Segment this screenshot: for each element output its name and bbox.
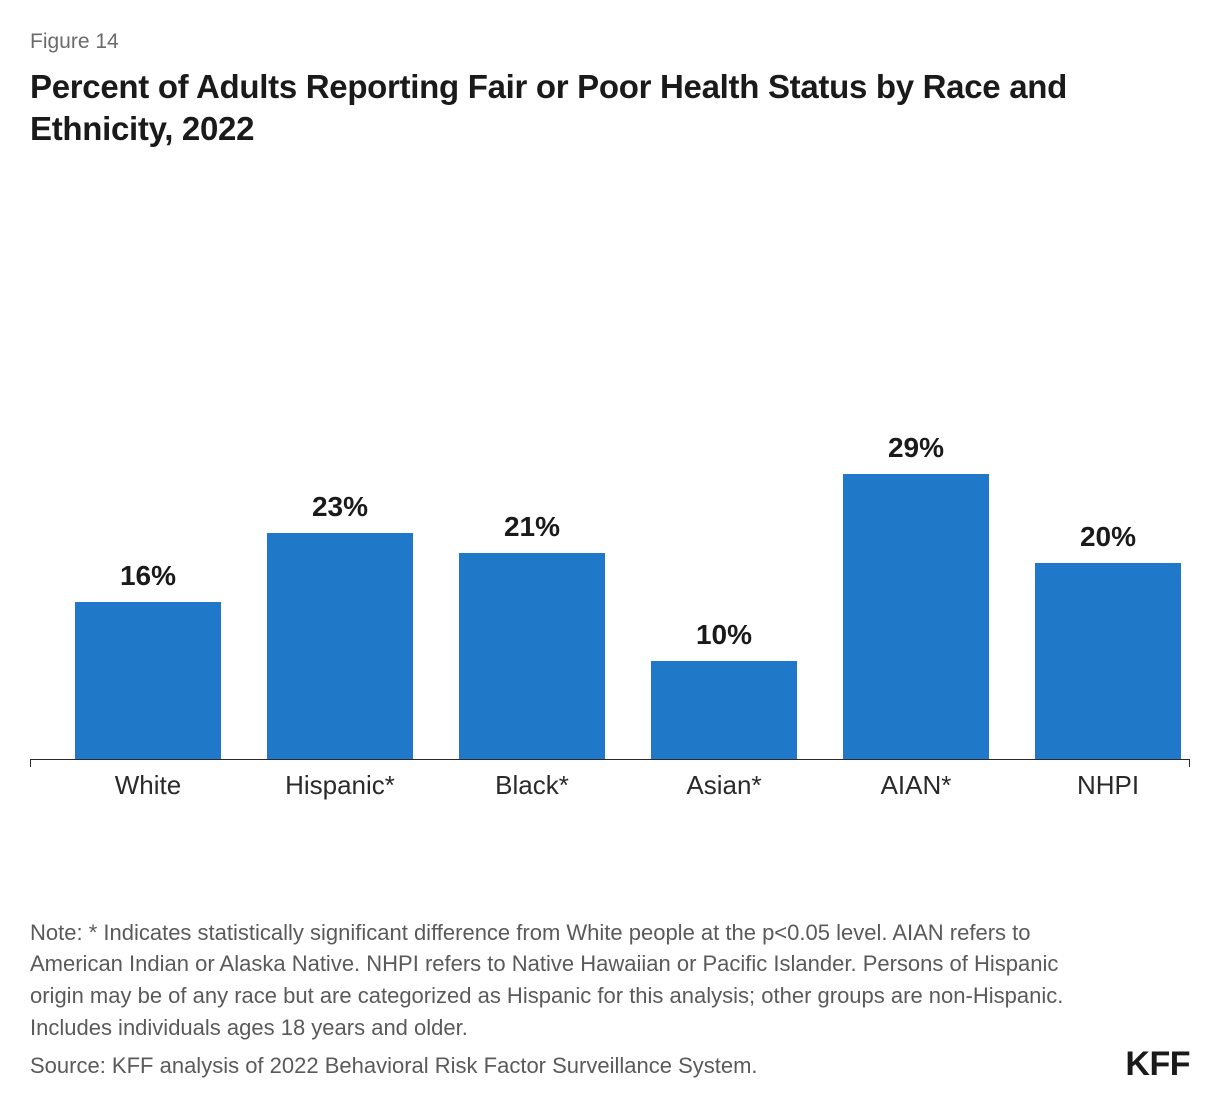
bar-value-label: 20% [1035, 521, 1181, 563]
bar-rect [651, 661, 797, 759]
bar-rect [1035, 563, 1181, 760]
footnotes: Note: * Indicates statistically signific… [30, 917, 1110, 1082]
bar: 20% [1035, 563, 1181, 760]
bar: 10% [651, 661, 797, 759]
x-axis-label: Black* [437, 770, 627, 801]
bar-rect [267, 533, 413, 759]
chart-title: Percent of Adults Reporting Fair or Poor… [30, 66, 1190, 150]
note-text: Note: * Indicates statistically signific… [30, 917, 1110, 1045]
bar-chart: 16%23%21%10%29%20% WhiteHispanic*Black*A… [30, 160, 1190, 820]
bar-value-label: 21% [459, 511, 605, 553]
figure-number: Figure 14 [30, 30, 1190, 54]
bar-rect [843, 474, 989, 759]
x-axis-label: White [53, 770, 243, 801]
bar: 16% [75, 602, 221, 759]
kff-logo: KFF [1125, 1045, 1190, 1084]
bar: 21% [459, 553, 605, 760]
x-axis-labels: WhiteHispanic*Black*Asian*AIAN*NHPI [30, 760, 1190, 820]
x-axis-label: Asian* [629, 770, 819, 801]
bar-value-label: 16% [75, 560, 221, 602]
bar-rect [75, 602, 221, 759]
bar: 23% [267, 533, 413, 759]
bar: 29% [843, 474, 989, 759]
x-axis-label: Hispanic* [245, 770, 435, 801]
bar-value-label: 10% [651, 619, 797, 661]
bar-rect [459, 553, 605, 760]
plot-region: 16% 23% 21% 10% 29% 20% [30, 160, 1190, 760]
x-axis-label: AIAN* [821, 770, 1011, 801]
x-axis-label: NHPI [1013, 770, 1203, 801]
bar-value-label: 23% [267, 491, 413, 533]
source-text: Source: KFF analysis of 2022 Behavioral … [30, 1050, 1110, 1082]
bar-value-label: 29% [843, 432, 989, 474]
